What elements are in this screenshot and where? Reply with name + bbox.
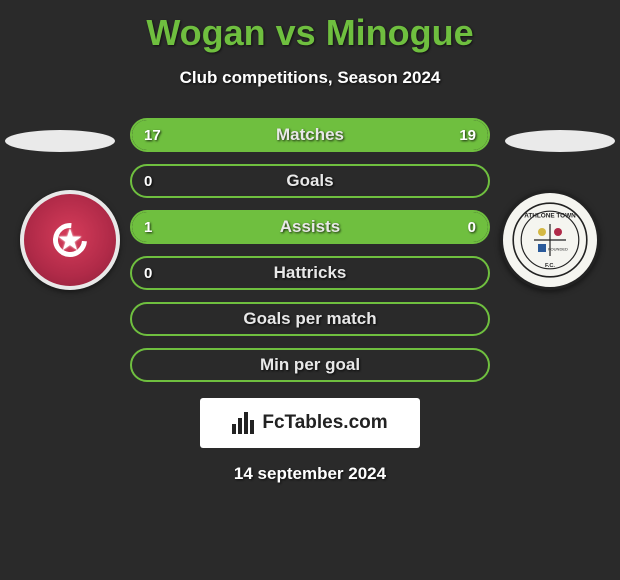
date-label: 14 september 2024 <box>0 464 620 484</box>
bar-label: Hattricks <box>132 258 488 288</box>
stat-bar: Matches17 19 <box>130 118 490 152</box>
bar-value-left: 1 <box>132 212 164 242</box>
left-team-logo: ★ <box>20 190 120 290</box>
bar-label: Min per goal <box>132 350 488 380</box>
bar-value-left: 0 <box>132 166 164 196</box>
crest-icon: ATHLONE TOWN F.C. FOUNDED <box>510 200 590 280</box>
stat-bar: Min per goal <box>130 348 490 382</box>
bar-value-left: 0 <box>132 258 164 288</box>
bar-value-right: 19 <box>447 120 488 150</box>
subtitle: Club competitions, Season 2024 <box>0 68 620 88</box>
stat-bar: Goals0 <box>130 164 490 198</box>
watermark-text: FcTables.com <box>262 412 387 434</box>
right-team-logo: ATHLONE TOWN F.C. FOUNDED <box>500 190 600 290</box>
bar-label: Matches <box>132 120 488 150</box>
right-shadow-oval <box>505 130 615 152</box>
stat-bar: Assists1 0 <box>130 210 490 244</box>
stat-bars-container: Matches1719Goals0Assists10Hattricks0Goal… <box>130 118 490 382</box>
watermark: FcTables.com <box>200 398 420 448</box>
bar-label: Goals per match <box>132 304 488 334</box>
stat-bar: Hattricks0 <box>130 256 490 290</box>
comparison-area: ★ ATHLONE TOWN F.C. FOUNDED Matches17 19 G… <box>0 118 620 484</box>
bar-value-left: 17 <box>132 120 173 150</box>
crescent-icon <box>46 216 94 264</box>
left-shadow-oval <box>5 130 115 152</box>
svg-text:FOUNDED: FOUNDED <box>548 246 568 251</box>
bar-label: Goals <box>132 166 488 196</box>
svg-text:F.C.: F.C. <box>545 263 555 269</box>
stat-bar: Goals per match <box>130 302 490 336</box>
bar-label: Assists <box>132 212 488 242</box>
watermark-bars-icon <box>232 412 254 434</box>
page-title: Wogan vs Minogue <box>0 0 620 54</box>
bar-value-right: 0 <box>456 212 488 242</box>
svg-text:ATHLONE TOWN: ATHLONE TOWN <box>524 213 576 220</box>
